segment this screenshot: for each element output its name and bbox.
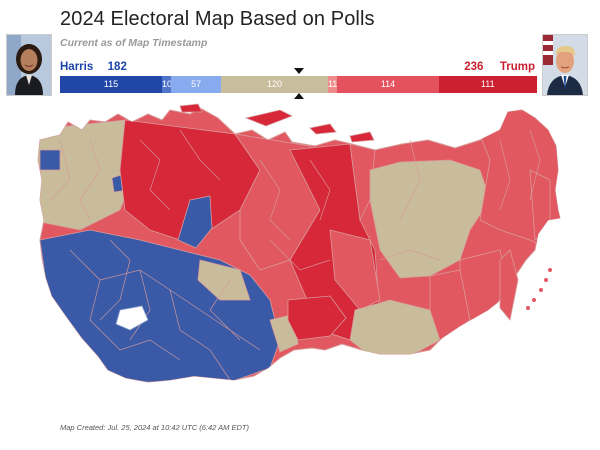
enclave-white: [115, 305, 149, 331]
trump-votes: 236: [464, 61, 484, 73]
region-volga-blue: [177, 195, 213, 249]
kuril-islands: [526, 268, 552, 310]
seg-solid-dem: 115: [60, 76, 162, 93]
page-title: 2024 Electoral Map Based on Polls: [60, 8, 375, 30]
harris-portrait: [6, 34, 52, 96]
region-south-toss: [197, 259, 251, 301]
region-west-blue-small: [39, 149, 61, 171]
electoral-vote-bar: 115 10 57 120 11 114 111: [60, 76, 537, 93]
region-south-red: [287, 295, 347, 341]
trump-portrait: [542, 34, 588, 96]
harris-name: Harris: [60, 61, 94, 73]
region-east-toss: [369, 159, 491, 279]
island-arctic-2: [309, 123, 337, 135]
island-arctic-4: [349, 131, 375, 143]
seg-likely-dem: 10: [161, 76, 171, 93]
seg-tilt-rep: 11: [327, 76, 338, 93]
seg-lean-dem: 57: [170, 76, 222, 93]
electoral-map: [30, 100, 575, 405]
page-subtitle: Current as of Map Timestamp: [60, 37, 208, 49]
island-novaya-zemlya: [244, 109, 293, 127]
trump-name: Trump: [499, 61, 535, 73]
trump-label: 236 Trump: [464, 61, 535, 73]
island-sakhalin: [499, 249, 519, 321]
region-baikal-toss: [349, 299, 441, 357]
region-altai: [329, 229, 381, 311]
seg-solid-rep: 111: [438, 76, 537, 93]
seg-toss-up: 120: [221, 76, 328, 93]
midpoint-marker-top: [293, 68, 304, 74]
midpoint-marker-bottom: [293, 93, 304, 99]
harris-label: Harris 182: [60, 61, 127, 73]
seg-likely-rep: 114: [337, 76, 439, 93]
map-created-footer: Map Created: Jul. 25, 2024 at 10:42 UTC …: [60, 423, 249, 432]
island-arctic-3: [179, 103, 203, 113]
harris-votes: 182: [107, 61, 127, 73]
